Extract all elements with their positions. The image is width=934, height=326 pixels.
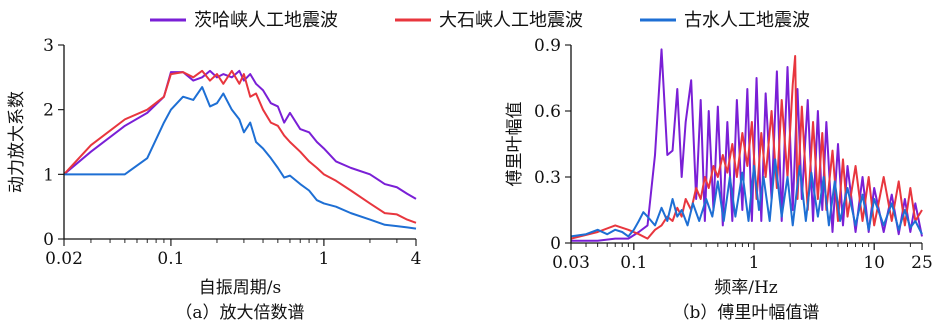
panel-a-series [63, 69, 417, 230]
panel-b-x-label: 频率/Hz [714, 278, 778, 298]
panel-b-y-label: 傅里叶幅值 [505, 102, 525, 187]
panel-b-y-tick-label: 0.3 [534, 168, 561, 188]
panel-a-series-line-1 [63, 69, 417, 224]
panel-a-y-tick-label: 2 [43, 101, 54, 121]
panel-b-y-tick-label: 0.6 [534, 102, 561, 122]
legend-label-dashixia: 大石峡人工地震波 [439, 10, 583, 31]
panel-a-x-tick-label: 4 [411, 249, 422, 269]
legend-label-ciha: 茨哈峡人工地震波 [194, 10, 338, 31]
panel-a-x-tick-label: 0.02 [45, 249, 83, 269]
panel-a-y-tick-label: 0 [43, 230, 54, 250]
panel-b-y-tick-label: 0 [550, 234, 561, 254]
panel-a-y-tick-label: 3 [43, 36, 54, 56]
panel-a-series-line-2 [64, 86, 417, 230]
panel-a-ticks: 0.02 0.1 1 4 0 1 2 3 [43, 36, 421, 269]
panel-a-caption: （a）放大倍数谱 [175, 303, 304, 323]
panel-b-series [570, 48, 923, 242]
panel-a: 0.02 0.1 1 4 0 1 2 3 动力放大系数 自振周期/s （a）放大倍数谱 [7, 36, 421, 323]
panel-a-x-tick-label: 1 [318, 249, 329, 269]
panel-b-series-line-2 [570, 158, 923, 238]
panel-b-series-line-1 [570, 55, 923, 240]
panel-a-series-line-0 [63, 69, 417, 200]
panel-a-y-tick-label: 1 [43, 165, 54, 185]
panel-b-caption: （b）傅里叶幅值谱 [673, 303, 820, 323]
panel-b-y-tick-label: 0.9 [534, 36, 561, 56]
panel-b-x-tick-label: 25 [911, 253, 933, 273]
panel-a-x-label: 自振周期/s [199, 278, 281, 298]
panel-b-x-tick-label: 0.03 [552, 253, 590, 273]
panel-b-ticks: 0.03 0.1 1 10 25 0 0.3 0.6 0.9 [534, 36, 933, 273]
panel-a-x-tick-label: 0.1 [157, 249, 184, 269]
legend: 茨哈峡人工地震波 大石峡人工地震波 古水人工地震波 [150, 10, 810, 31]
panel-a-y-label: 动力放大系数 [7, 91, 27, 193]
panel-b-x-tick-label: 1 [749, 253, 760, 273]
panel-b-x-tick-label: 10 [863, 253, 885, 273]
panel-b: 0.03 0.1 1 10 25 0 0.3 0.6 0.9 傅里叶幅值 频率/Hz （b）傅里… [505, 36, 933, 323]
panel-b-x-tick-label: 0.1 [620, 253, 647, 273]
legend-label-gushui: 古水人工地震波 [684, 10, 810, 31]
